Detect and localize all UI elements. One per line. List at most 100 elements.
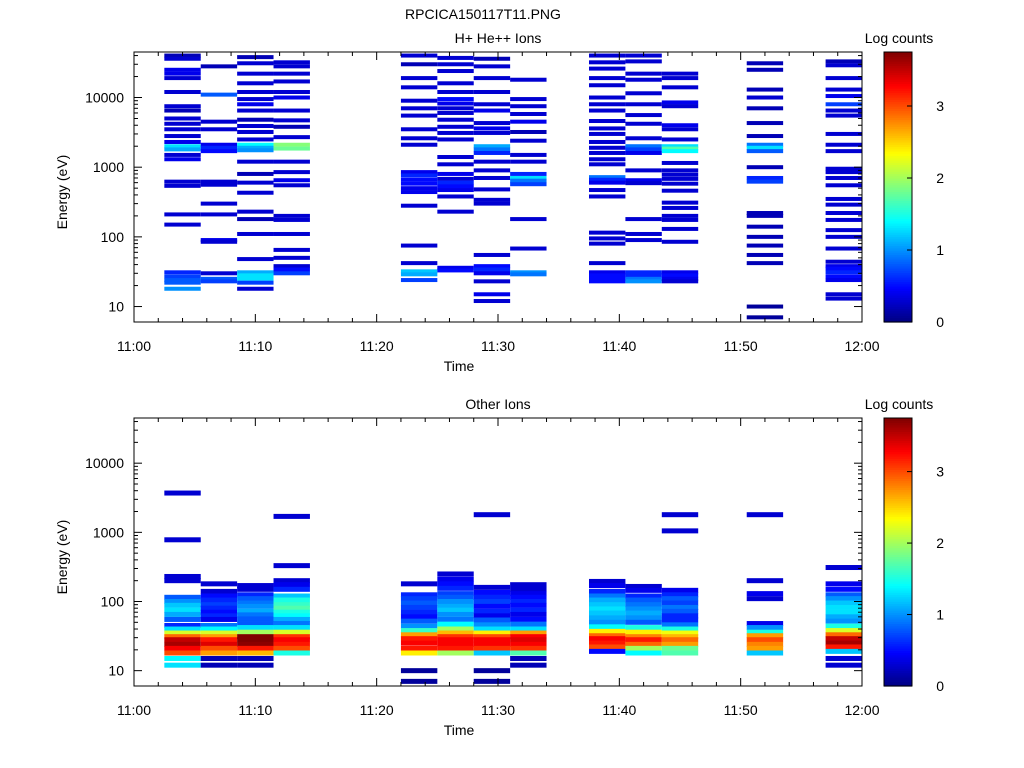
colorbar-segment: [884, 238, 912, 242]
time-column: [746, 61, 784, 320]
heatmap-cell: [437, 598, 474, 604]
colorbar-segment: [884, 79, 912, 82]
heatmap-cell: [200, 650, 238, 656]
heatmap-cell: [510, 171, 547, 176]
heatmap-cell: [510, 586, 547, 592]
heatmap-cell: [273, 645, 310, 651]
colorbar-segment: [884, 207, 912, 211]
colorbar-segment: [884, 518, 912, 522]
heatmap-cell: [661, 617, 699, 623]
heatmap-cell: [589, 175, 626, 180]
heatmap-cell: [273, 582, 310, 588]
colorbar-segment: [884, 538, 912, 542]
heatmap-cell: [510, 246, 547, 251]
heatmap-cell: [237, 124, 274, 129]
heatmap-cell: [200, 602, 238, 608]
heatmap-cell: [200, 630, 238, 636]
heatmap-cell: [200, 593, 238, 599]
colorbar-segment: [884, 540, 912, 544]
colorbar-segment: [884, 106, 912, 109]
colorbar-segment: [884, 81, 912, 85]
heatmap-cell: [200, 182, 238, 187]
heatmap-cell: [237, 612, 274, 618]
heatmap-cell: [164, 104, 201, 109]
heatmap-cell: [400, 645, 438, 651]
heatmap-cell: [473, 641, 511, 647]
heatmap-cell: [473, 292, 511, 297]
colorbar-segment: [884, 83, 912, 87]
heatmap-cell: [825, 596, 862, 602]
heatmap-cell: [400, 76, 438, 81]
colorbar-segment: [884, 516, 912, 520]
heatmap-cell: [625, 629, 662, 635]
heatmap-cell: [589, 188, 626, 193]
heatmap-cell: [825, 170, 862, 175]
colorbar-segment: [884, 67, 912, 71]
heatmap-cell: [164, 139, 201, 144]
heatmap-cell: [510, 152, 547, 157]
heatmap-cell: [164, 212, 201, 217]
heatmap-cell: [589, 131, 626, 136]
heatmap-cell: [400, 604, 438, 610]
heatmap-cell: [589, 236, 626, 241]
heatmap-cell: [825, 149, 862, 154]
x-tick-label: 11:30: [481, 338, 515, 354]
heatmap-cell: [164, 611, 201, 617]
heatmap-cell: [273, 159, 310, 164]
time-column: [510, 582, 547, 668]
heatmap-cell: [200, 64, 238, 69]
heatmap-cell: [825, 592, 862, 598]
heatmap-cell: [746, 633, 784, 639]
heatmap-cell: [625, 71, 662, 76]
heatmap-cell: [825, 614, 862, 620]
heatmap-cell: [200, 637, 238, 643]
heatmap-cell: [200, 581, 238, 587]
heatmap-cell: [237, 600, 274, 606]
heatmap-cell: [400, 98, 438, 103]
heatmap-cell: [473, 584, 511, 590]
heatmap-cell: [625, 606, 662, 612]
colorbar-segment: [884, 286, 912, 289]
heatmap-cell: [473, 76, 511, 81]
heatmap-cell: [473, 650, 511, 656]
panel-2: Other Ions 11:00 11:10 11:20 11:30 11:40 11:50…: [54, 396, 944, 738]
colorbar-segment: [884, 97, 912, 100]
colorbar-segment: [884, 279, 912, 283]
x-axis-label: Time: [444, 358, 475, 374]
panel-title: Other Ions: [465, 396, 530, 412]
heatmap-cell: [625, 168, 662, 173]
colorbar-segment: [884, 648, 912, 651]
colorbar-segment: [884, 509, 912, 513]
colorbar-segment: [884, 90, 912, 94]
heatmap-cell: [437, 641, 474, 647]
heatmap-cell: [625, 270, 662, 275]
heatmap-cell: [661, 71, 699, 76]
y-tick-label: 10: [108, 663, 124, 679]
colorbar-segment: [884, 547, 912, 551]
x-tick-label: 12:00: [844, 702, 879, 718]
heatmap-cell: [625, 583, 662, 589]
heatmap-cell: [237, 625, 274, 631]
panel-title: H+ He++ Ions: [455, 30, 542, 46]
heatmap-cell: [400, 668, 438, 674]
heatmap-cell: [625, 615, 662, 621]
heatmap-cell: [589, 157, 626, 162]
heatmap-cell: [437, 180, 474, 185]
colorbar-segment: [884, 447, 912, 450]
colorbar-segment: [884, 656, 912, 660]
colorbar-label: Log counts: [865, 396, 934, 412]
heatmap-cell: [510, 591, 547, 597]
colorbar-segment: [884, 133, 912, 136]
heatmap-cell: [200, 597, 238, 603]
heatmap-cell: [661, 592, 699, 598]
heatmap-cell: [237, 596, 274, 602]
colorbar-segment: [884, 295, 912, 298]
heatmap-cell: [473, 108, 511, 113]
colorbar-segment: [884, 301, 912, 305]
heatmap-cell: [589, 60, 626, 65]
heatmap-cell: [237, 634, 274, 640]
colorbar-segment: [884, 108, 912, 112]
heatmap-cell: [437, 621, 474, 627]
colorbar-segment: [884, 254, 912, 258]
colorbar-tick-label: 0: [936, 678, 944, 694]
